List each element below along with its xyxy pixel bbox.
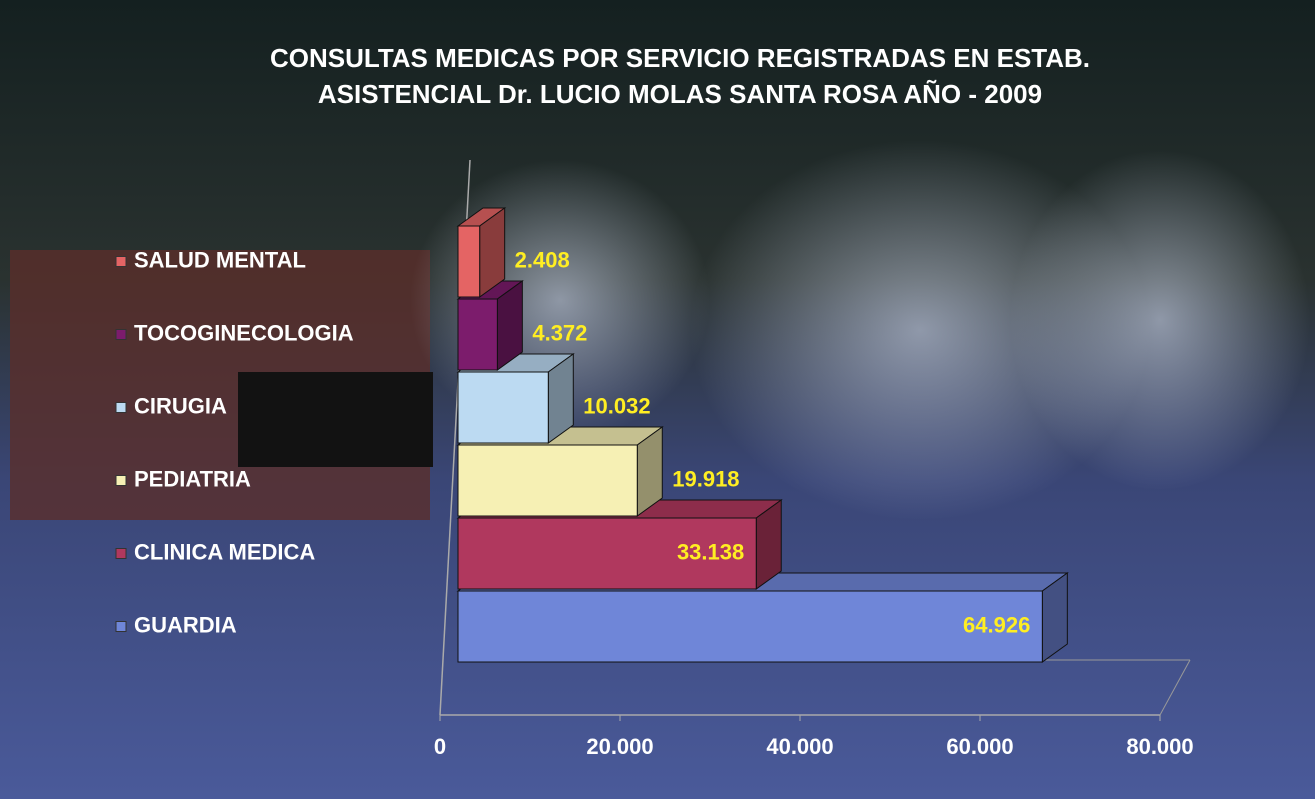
sign [238, 372, 433, 467]
value-label: 64.926 [963, 612, 1030, 637]
legend-swatch [116, 622, 126, 632]
legend-swatch [116, 403, 126, 413]
legend-swatch [116, 330, 126, 340]
bar [458, 299, 497, 370]
x-tick-label: 60.000 [946, 734, 1013, 759]
bar [458, 591, 1042, 662]
bar [458, 226, 480, 297]
legend-label: PEDIATRIA [134, 466, 251, 491]
legend-label: CIRUGIA [134, 393, 227, 418]
value-label: 10.032 [583, 393, 650, 418]
value-label: 2.408 [515, 247, 570, 272]
legend-label: TOCOGINECOLOGIA [134, 320, 354, 345]
x-tick-label: 20.000 [586, 734, 653, 759]
chart: CONSULTAS MEDICAS POR SERVICIO REGISTRAD… [0, 0, 1315, 799]
legend-label: GUARDIA [134, 612, 237, 637]
legend-swatch [116, 549, 126, 559]
x-tick-label: 40.000 [766, 734, 833, 759]
legend-label: SALUD MENTAL [134, 247, 306, 272]
legend-swatch [116, 257, 126, 267]
x-tick-label: 0 [434, 734, 446, 759]
tree [1010, 150, 1310, 490]
legend-swatch [116, 476, 126, 486]
x-tick-label: 80.000 [1126, 734, 1193, 759]
bar [458, 372, 548, 443]
value-label: 4.372 [532, 320, 587, 345]
chart-title: CONSULTAS MEDICAS POR SERVICIO REGISTRAD… [270, 43, 1090, 73]
value-label: 19.918 [672, 466, 739, 491]
bar [458, 445, 637, 516]
legend-label: CLINICA MEDICA [134, 539, 315, 564]
value-label: 33.138 [677, 539, 744, 564]
chart-title: ASISTENCIAL Dr. LUCIO MOLAS SANTA ROSA A… [318, 79, 1042, 109]
page: CONSULTAS MEDICAS POR SERVICIO REGISTRAD… [0, 0, 1315, 799]
